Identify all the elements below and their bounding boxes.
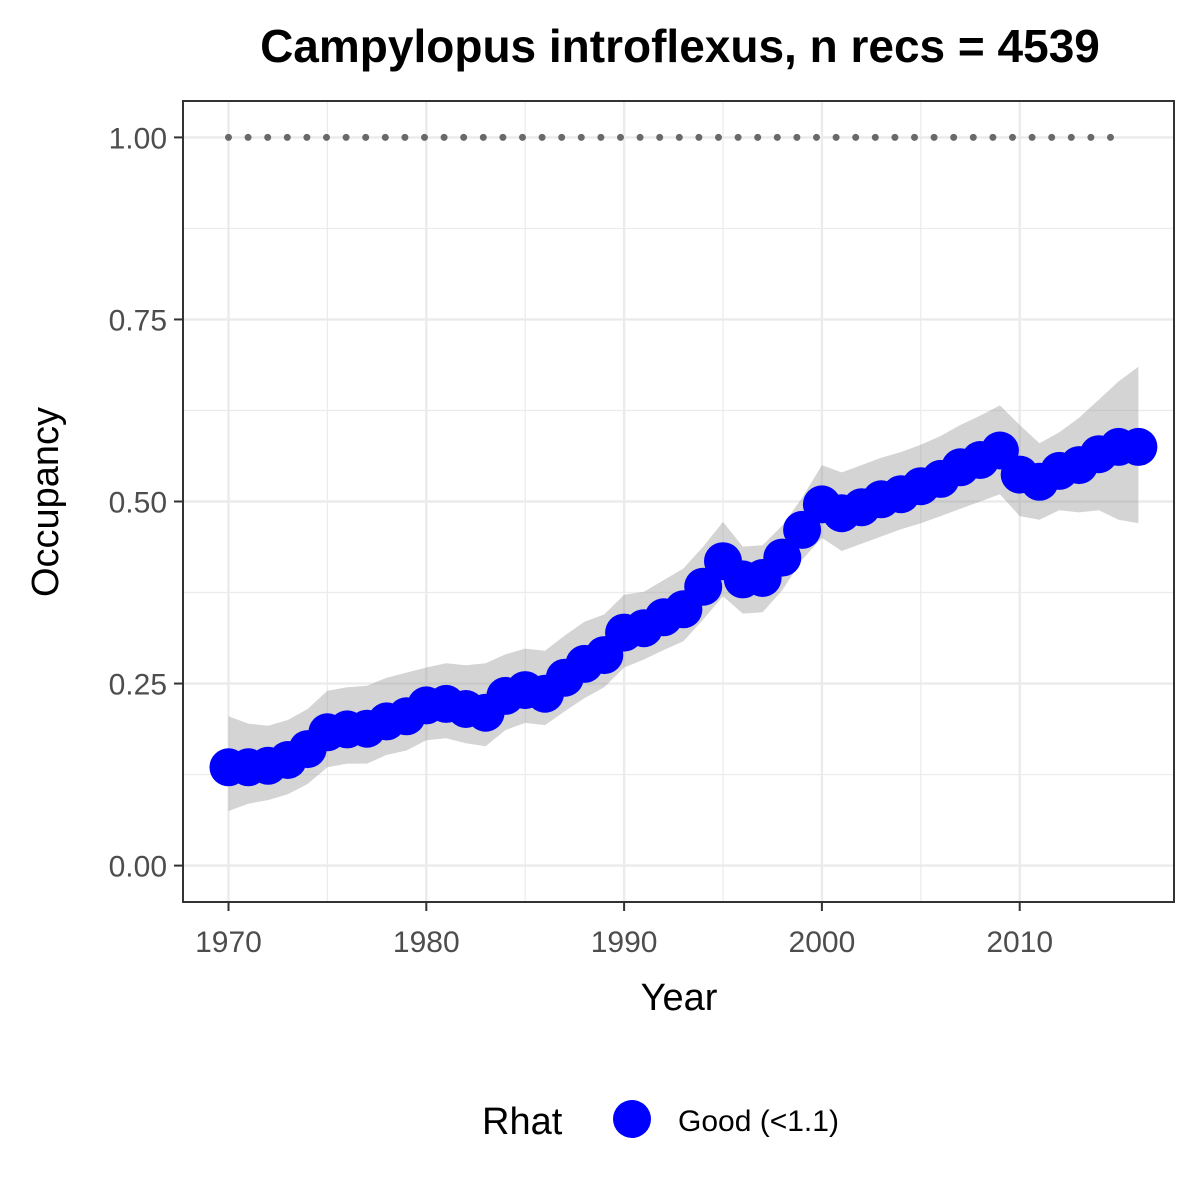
data-point-1998	[763, 538, 802, 577]
x-tick-label-1990: 1990	[591, 926, 658, 959]
legend-key-good	[613, 1100, 651, 1138]
y-axis-title: Occupancy	[25, 407, 67, 597]
y-tick-label-0.00: 0.00	[109, 851, 167, 884]
grid-lines	[183, 101, 1174, 902]
y-tick-label-0.50: 0.50	[109, 487, 167, 520]
data-point-1994	[684, 567, 723, 606]
data-point-1999	[783, 510, 822, 549]
x-axis-title: Year	[641, 977, 718, 1019]
legend-label-good: Good (<1.1)	[678, 1105, 839, 1138]
y-tick-label-1.00: 1.00	[109, 122, 167, 155]
y-axis: 0.00 0.25 0.50 0.75 1.00	[109, 122, 183, 884]
x-axis: 1970 1980 1990 2000 2010	[195, 902, 1053, 959]
x-tick-label-1980: 1980	[393, 926, 460, 959]
y-tick-label-0.75: 0.75	[109, 304, 167, 337]
legend: Rhat Good (<1.1)	[482, 1100, 839, 1143]
legend-title: Rhat	[482, 1101, 563, 1143]
y-tick-label-0.25: 0.25	[109, 669, 167, 702]
x-tick-label-2010: 2010	[986, 926, 1053, 959]
x-tick-label-1970: 1970	[195, 926, 262, 959]
chart-title: Campylopus introflexus, n recs = 4539	[260, 20, 1100, 72]
data-points	[209, 427, 1158, 787]
data-point-2016	[1119, 427, 1158, 466]
x-tick-label-2000: 2000	[789, 926, 856, 959]
